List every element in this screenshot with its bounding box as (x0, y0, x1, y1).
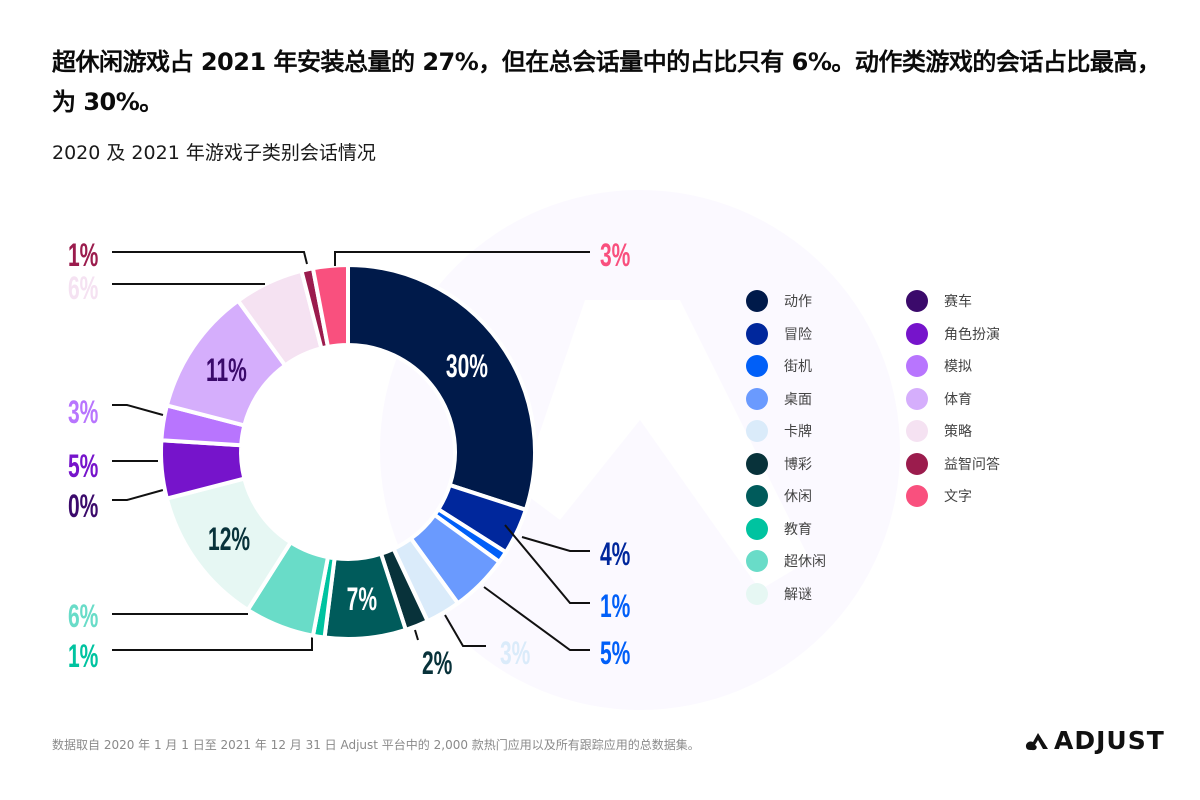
legend-label: 体育 (944, 391, 972, 408)
leader-line-slice-4 (483, 586, 590, 651)
legend-label: 卡牌 (784, 424, 812, 440)
leader-line-slice-3 (504, 524, 590, 604)
leader-line-slice-11 (112, 489, 164, 501)
legend-label: 桌面 (784, 391, 812, 408)
leader-line-slice-2 (521, 536, 590, 552)
legend-item: 超休闲 (746, 550, 826, 572)
legend-label: 教育 (784, 521, 812, 538)
legend-item: 益智问答 (906, 452, 1000, 475)
legend-swatch (746, 452, 768, 475)
leader-line-slice-8 (112, 637, 313, 651)
legend-swatch (746, 322, 768, 345)
legend-label: 模拟 (944, 359, 972, 375)
legend-swatch (906, 485, 928, 507)
legend-label: 角色扮演 (944, 326, 1000, 343)
data-label-slice-2: 4% (600, 535, 630, 572)
leader-line-slice-16 (112, 251, 308, 265)
data-label-slice-10: 12% (208, 520, 250, 557)
legend-swatch (906, 452, 928, 475)
legend-item: 赛车 (906, 290, 972, 312)
data-label-slice-15: 6% (68, 269, 98, 306)
legend-label: 文字 (944, 489, 972, 505)
data-label-slice-11: 0% (68, 487, 98, 524)
legend-swatch (906, 420, 928, 442)
donut-slice-1 (346, 262, 537, 513)
legend-swatch (746, 517, 768, 540)
data-label-slice-3: 1% (600, 587, 630, 624)
legend-label: 益智问答 (944, 456, 1000, 473)
adjust-logo-icon (1025, 732, 1048, 750)
legend-label: 博彩 (784, 456, 812, 473)
legend-item: 博彩 (746, 452, 812, 475)
data-label-slice-13: 3% (68, 393, 98, 430)
data-label-slice-14: 11% (206, 351, 247, 388)
data-label-slice-17: 3% (600, 236, 630, 273)
legend-swatch (746, 485, 768, 507)
legend-item: 桌面 (746, 387, 812, 410)
legend-item: 街机 (746, 355, 812, 377)
legend-label: 休闲 (784, 489, 812, 505)
leader-line-slice-5 (444, 614, 486, 647)
source-footnote: 数据取自 2020 年 1 月 1 日至 2021 年 12 月 31 日 Ad… (52, 738, 700, 752)
legend-item: 角色扮演 (906, 322, 1000, 345)
legend-swatch (746, 387, 768, 410)
data-label-slice-1: 30% (446, 347, 488, 384)
legend-item: 休闲 (746, 485, 812, 507)
legend-swatch (746, 550, 768, 572)
watermark-logo-shape (520, 300, 810, 590)
legend-item: 教育 (746, 517, 812, 540)
legend-item: 动作 (746, 290, 812, 312)
data-label-slice-4: 5% (600, 634, 630, 671)
data-label-slice-16: 1% (68, 236, 98, 273)
legend-item: 冒险 (746, 322, 812, 345)
leader-line-slice-13 (112, 404, 164, 416)
legend-label: 街机 (784, 359, 812, 375)
leader-line-slice-17 (334, 251, 590, 266)
legend-label: 赛车 (944, 294, 972, 310)
data-label-slice-12: 5% (68, 447, 98, 484)
legend-label: 解谜 (784, 586, 812, 603)
chart-headline: 超休闲游戏占 2021 年安装总量的 27%，但在总会话量中的占比只有 6%。动… (52, 48, 1161, 116)
leader-line-slice-6 (414, 629, 419, 641)
legend-item: 解谜 (746, 582, 812, 605)
data-label-slice-5: 3% (500, 634, 530, 671)
data-label-slice-8: 1% (68, 637, 98, 674)
legend-label: 冒险 (784, 326, 812, 343)
adjust-logo: ADJUST (1024, 726, 1165, 755)
legend-swatch (906, 387, 928, 410)
legend-swatch (746, 582, 768, 605)
legend-item: 文字 (906, 485, 972, 507)
legend-item: 卡牌 (746, 420, 812, 442)
legend-label: 策略 (944, 424, 972, 440)
legend-item: 策略 (906, 420, 972, 442)
legend-swatch (746, 420, 768, 442)
legend-swatch (746, 290, 768, 312)
legend-label: 动作 (784, 294, 812, 310)
data-label-slice-7: 7% (347, 580, 377, 617)
legend-swatch (906, 322, 928, 345)
legend-swatch (746, 355, 768, 377)
legend-swatch (906, 290, 928, 312)
data-label-slice-9: 6% (68, 597, 98, 634)
legend-label: 超休闲 (784, 554, 826, 570)
chart-subtitle: 2020 及 2021 年游戏子类别会话情况 (52, 142, 376, 164)
data-label-slice-6: 2% (422, 644, 452, 681)
brand-name: ADJUST (1054, 726, 1165, 755)
donut-slice-17 (310, 262, 350, 350)
legend-swatch (906, 355, 928, 377)
legend-item: 模拟 (906, 355, 972, 377)
legend-item: 体育 (906, 387, 972, 410)
